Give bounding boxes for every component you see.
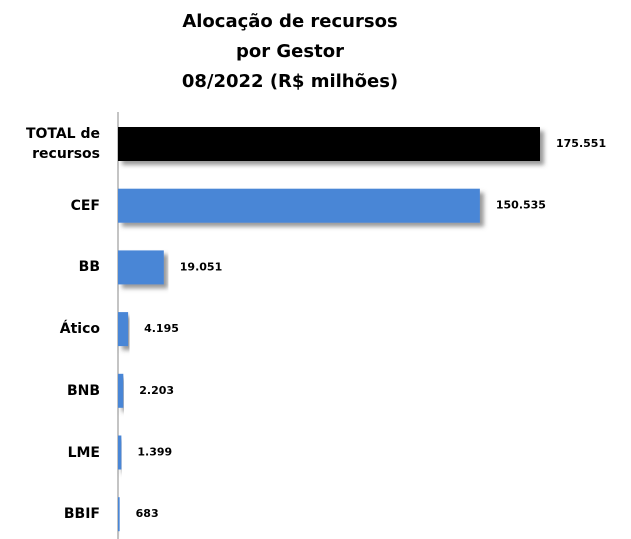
bar: [118, 373, 124, 408]
chart-title: por Gestor: [236, 41, 344, 62]
value-label: 4.195: [144, 322, 179, 335]
bar: [118, 127, 540, 161]
value-label: 1.399: [137, 446, 172, 459]
value-label: 2.203: [139, 384, 174, 397]
category-label: BB: [78, 259, 100, 276]
value-label: 150.535: [496, 199, 546, 212]
category-label: BBIF: [63, 506, 100, 523]
value-label: 19.051: [180, 260, 222, 273]
category-label: LME: [67, 444, 100, 461]
category-label: Ático: [59, 321, 100, 338]
bar: [118, 188, 480, 223]
bar: [118, 497, 120, 532]
category-label: CEF: [70, 197, 100, 214]
category-label: TOTAL de recursos: [25, 126, 100, 162]
value-label: 683: [136, 507, 159, 520]
bar: [118, 250, 164, 285]
category-label: BNB: [66, 382, 100, 399]
chart-title: Alocação de recursos: [182, 11, 397, 32]
bar: [118, 312, 129, 347]
bar: [118, 435, 122, 470]
chart-title: 08/2022 (R$ milhões): [182, 71, 398, 92]
value-label: 175.551: [556, 137, 606, 150]
